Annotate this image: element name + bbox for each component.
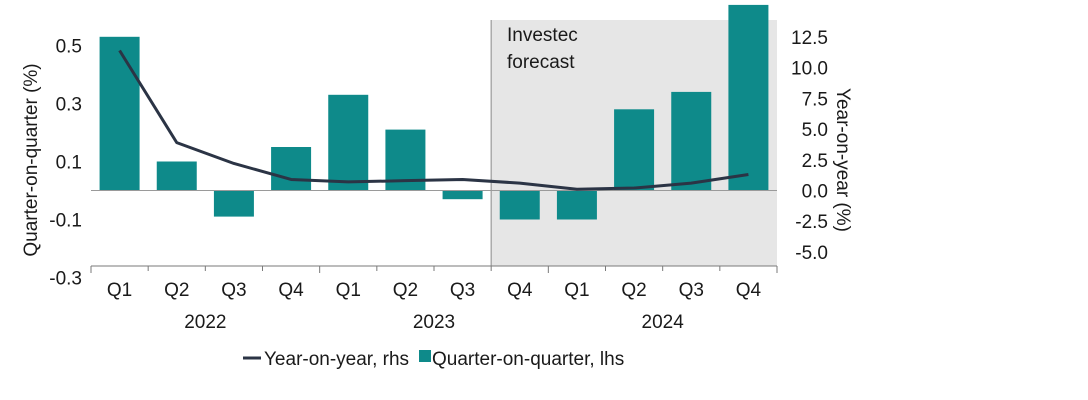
- bar-series: [99, 4, 769, 220]
- right-tick-1: 10.0: [791, 59, 828, 80]
- forecast-label-line1: Investec: [507, 25, 578, 46]
- left-tick-3: 0.1: [56, 153, 82, 174]
- bar-6: [442, 190, 483, 200]
- left-tick-4: -0.1: [49, 211, 82, 232]
- legend-qoq-marker: [419, 350, 431, 362]
- yoy-line: [118, 49, 749, 191]
- bar-0: [99, 36, 140, 191]
- year-labels: 2022 2023 2024: [184, 312, 684, 333]
- x-label-2: Q3: [221, 280, 246, 301]
- x-label-6: Q3: [450, 280, 475, 301]
- x-label-1: Q2: [164, 280, 189, 301]
- x-label-10: Q3: [679, 280, 704, 301]
- year-label-1: 2023: [413, 312, 455, 333]
- bar-2: [213, 190, 254, 217]
- bar-11: [728, 4, 769, 191]
- bar-7: [499, 190, 540, 220]
- bar-9: [614, 109, 655, 191]
- right-axis-ticks: 12.5 10.0 7.5 5.0 2.5 0.0 -2.5 -5.0: [791, 28, 828, 264]
- x-label-5: Q2: [393, 280, 418, 301]
- bar-8: [556, 190, 597, 220]
- forecast-label-line2: forecast: [507, 52, 575, 73]
- x-axis-ticks: [90, 266, 778, 273]
- left-tick-2: 0.3: [56, 95, 82, 116]
- legend-qoq-label: Quarter-on-quarter, lhs: [432, 349, 624, 370]
- year-label-2: 2024: [642, 312, 685, 333]
- x-label-0: Q1: [107, 280, 132, 301]
- bar-4: [328, 94, 369, 191]
- x-label-8: Q1: [564, 280, 589, 301]
- left-axis-ticks: 0.70.50.30.1-0.1-0.3: [49, 37, 82, 290]
- left-tick-5: -0.3: [49, 269, 82, 290]
- x-label-7: Q4: [507, 280, 533, 301]
- x-axis-labels: Q1 Q2 Q3 Q4 Q1 Q2 Q3 Q4 Q1 Q2 Q3 Q4: [107, 280, 762, 301]
- right-axis-title: Year-on-year (%): [832, 88, 853, 232]
- right-tick-6: -2.5: [795, 212, 828, 233]
- legend-yoy-label: Year-on-year, rhs: [264, 349, 409, 370]
- x-label-4: Q1: [336, 280, 361, 301]
- bar-1: [156, 161, 197, 191]
- bar-10: [671, 91, 712, 191]
- legend: Year-on-year, rhs Quarter-on-quarter, lh…: [243, 349, 624, 370]
- right-tick-5: 0.0: [802, 182, 828, 203]
- x-label-9: Q2: [621, 280, 646, 301]
- left-axis-title: Quarter-on-quarter (%): [21, 63, 42, 256]
- right-tick-2: 7.5: [802, 89, 828, 110]
- x-label-11: Q4: [736, 280, 762, 301]
- left-tick-1: 0.5: [56, 37, 82, 58]
- year-label-0: 2022: [184, 312, 226, 333]
- right-tick-7: -5.0: [795, 243, 828, 264]
- bar-3: [271, 147, 312, 191]
- right-tick-4: 2.5: [802, 151, 828, 172]
- x-label-3: Q4: [278, 280, 304, 301]
- right-tick-0: 12.5: [791, 28, 828, 49]
- right-tick-3: 5.0: [802, 120, 828, 141]
